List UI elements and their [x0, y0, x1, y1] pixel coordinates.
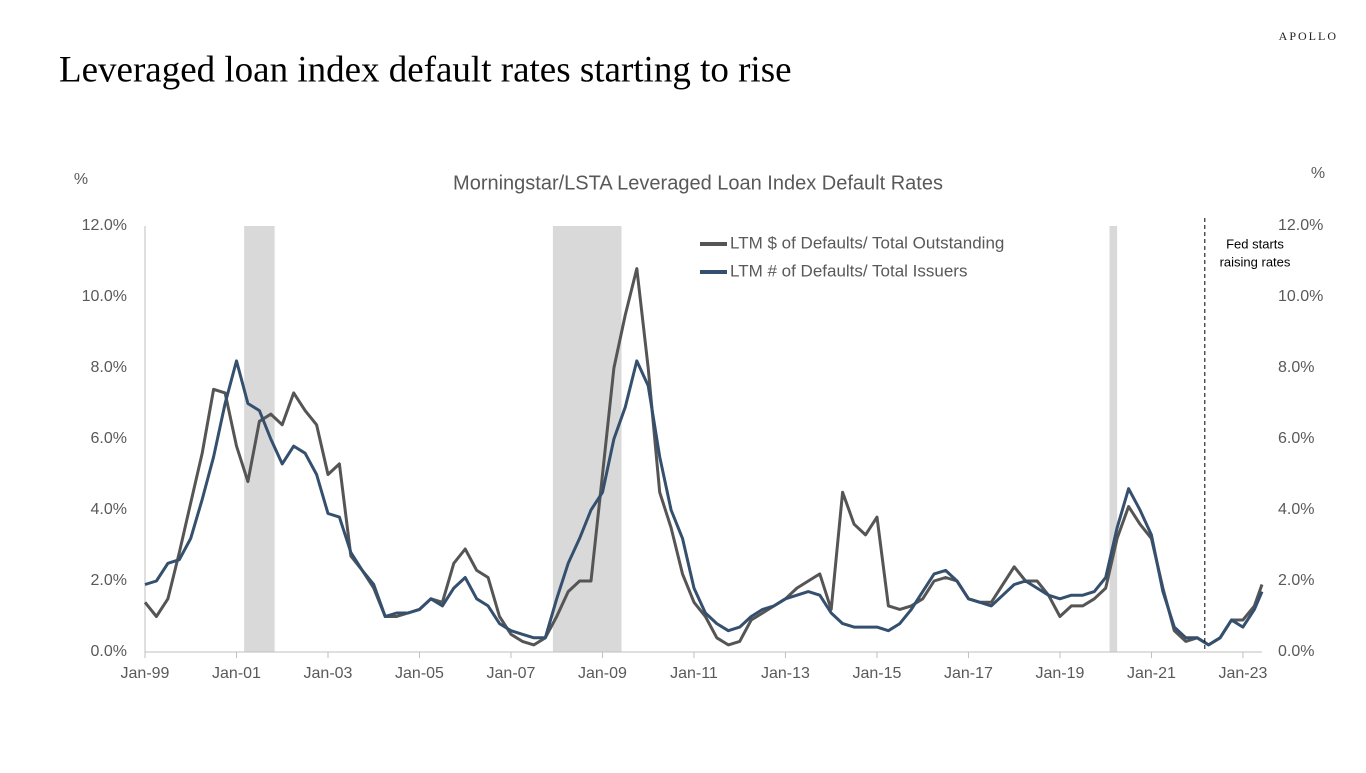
headline: Leveraged loan index default rates start…: [59, 49, 792, 90]
y2-tick-label: 12.0%: [1278, 217, 1323, 234]
x-tick-label: Jan-99: [121, 665, 170, 682]
x-tick-label: Jan-23: [1218, 665, 1267, 682]
y2-tick-label: 10.0%: [1278, 288, 1323, 305]
y2-tick-label: 4.0%: [1278, 501, 1314, 518]
y2-axis-label: %: [1311, 165, 1325, 182]
y-tick-label: 6.0%: [91, 430, 127, 447]
series-line: [144, 359, 1264, 647]
x-tick-label: Jan-15: [852, 665, 901, 682]
y2-tick-label: 8.0%: [1278, 359, 1314, 376]
series-line: [143, 267, 1264, 647]
y-tick-label: 4.0%: [91, 501, 127, 518]
chart-title: Morningstar/LSTA Leveraged Loan Index De…: [453, 172, 943, 194]
y-tick-label: 10.0%: [82, 288, 127, 305]
legend-label: LTM $ of Defaults/ Total Outstanding: [730, 233, 1004, 252]
annotation-text: Fed starts: [1226, 236, 1284, 251]
x-tick-label: Jan-05: [395, 665, 444, 682]
x-tick-label: Jan-11: [670, 665, 718, 682]
recession-shade: [1109, 226, 1118, 652]
y2-tick-label: 6.0%: [1278, 430, 1314, 447]
y2-tick-label: 2.0%: [1278, 572, 1314, 589]
y-tick-label: 2.0%: [91, 572, 127, 589]
y-tick-label: 0.0%: [91, 643, 127, 660]
x-tick-label: Jan-19: [1035, 665, 1084, 682]
x-tick-label: Jan-21: [1127, 665, 1176, 682]
brand: APOLLO: [1279, 29, 1338, 43]
x-tick-label: Jan-01: [212, 665, 261, 682]
x-tick-label: Jan-09: [578, 665, 627, 682]
x-tick-label: Jan-13: [761, 665, 810, 682]
recession-shade: [552, 226, 622, 652]
y-axis-label: %: [74, 171, 88, 188]
x-tick-label: Jan-07: [487, 665, 536, 682]
y-tick-label: 8.0%: [91, 359, 127, 376]
annotation-text: raising rates: [1220, 254, 1291, 269]
x-tick-label: Jan-03: [304, 665, 353, 682]
legend-label: LTM # of Defaults/ Total Issuers: [730, 261, 967, 280]
y2-tick-label: 0.0%: [1278, 643, 1314, 660]
x-tick-label: Jan-17: [944, 665, 993, 682]
y-tick-label: 12.0%: [82, 217, 127, 234]
